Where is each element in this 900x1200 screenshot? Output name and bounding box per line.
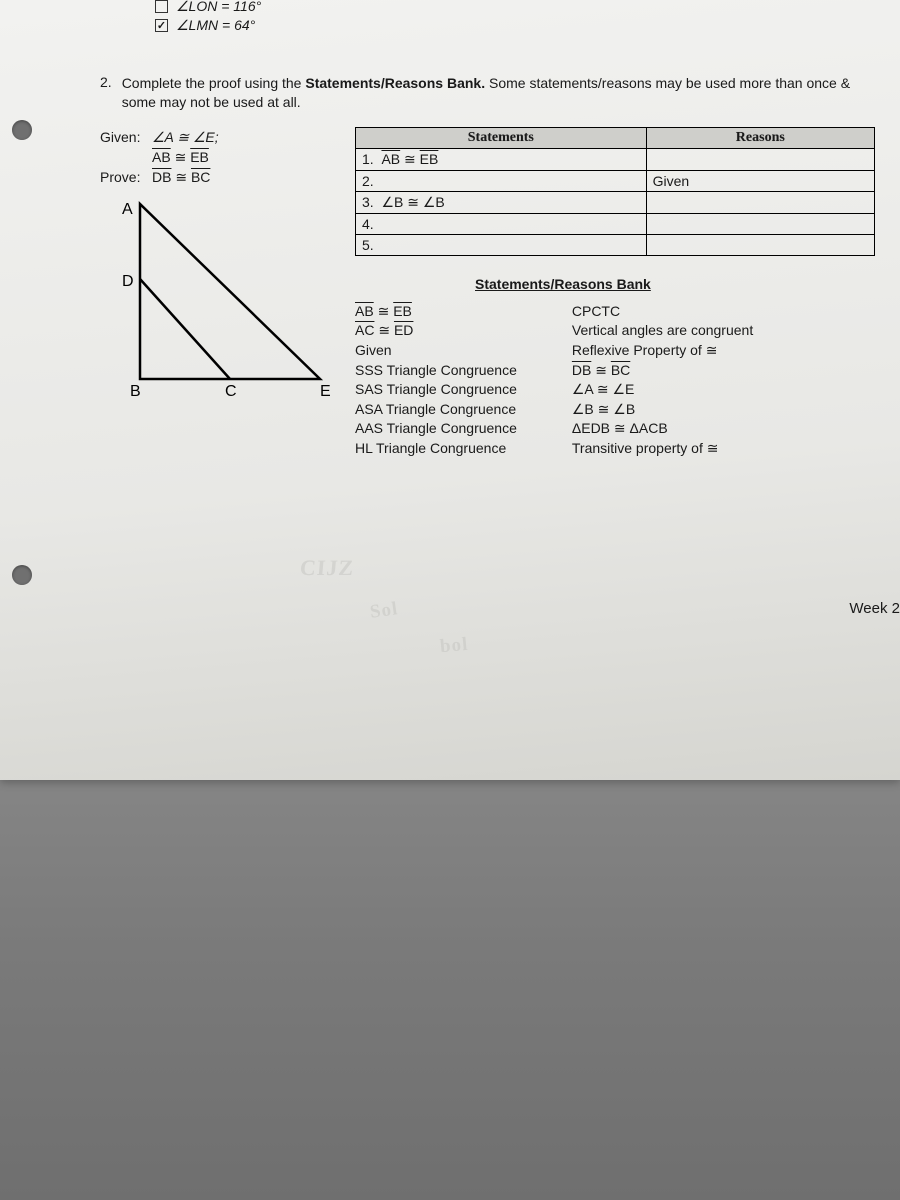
bank-column-2: CPCTCVertical angles are congruentReflex… bbox=[572, 302, 753, 459]
warmup-text: ∠LMN = 64° bbox=[176, 17, 255, 34]
warmup-text: ∠LON = 116° bbox=[176, 0, 261, 15]
problem-text: Complete the proof using the Statements/… bbox=[122, 74, 875, 112]
header-statements: Statements bbox=[356, 127, 647, 148]
vertex-e: E bbox=[320, 383, 331, 400]
bank-item: SSS Triangle Congruence bbox=[355, 361, 517, 381]
bank-item: ∠B ≅ ∠B bbox=[572, 400, 753, 420]
prove-label: Prove: bbox=[100, 167, 152, 187]
statements-reasons-bank: AB ≅ EBAC ≅ EDGivenSSS Triangle Congruen… bbox=[355, 302, 875, 459]
bank-item: Given bbox=[355, 341, 517, 361]
table-row: 5. bbox=[356, 234, 875, 255]
warmup-item-1: ∠LON = 116° bbox=[155, 0, 875, 15]
bank-item: AAS Triangle Congruence bbox=[355, 419, 517, 439]
hole-punch-icon bbox=[12, 565, 32, 585]
checkbox-checked-icon bbox=[155, 19, 168, 32]
given-line-1: ∠A ≅ ∠E; bbox=[152, 127, 219, 147]
bank-item: Transitive property of ≅ bbox=[572, 439, 753, 459]
prove-line: DB ≅ BC bbox=[152, 167, 210, 187]
bleed-through-text: bol bbox=[439, 634, 469, 658]
bank-item: Reflexive Property of ≅ bbox=[572, 341, 753, 361]
given-line-2: AB ≅ EB bbox=[152, 147, 335, 167]
desk-surface bbox=[0, 780, 900, 1200]
warmup-list: ∠LON = 116° ∠LMN = 64° bbox=[155, 0, 875, 34]
bank-item: ΔEDB ≅ ΔACB bbox=[572, 419, 753, 439]
vertex-c: C bbox=[225, 383, 237, 400]
worksheet-paper: ∠LON = 116° ∠LMN = 64° 2. Complete the p… bbox=[0, 0, 900, 780]
warmup-item-2: ∠LMN = 64° bbox=[155, 17, 875, 34]
table-row: 1. AB ≅ EB bbox=[356, 148, 875, 170]
problem-number: 2. bbox=[100, 74, 112, 112]
vertex-a: A bbox=[122, 201, 133, 218]
hole-punch-icon bbox=[12, 120, 32, 140]
triangle-diagram: A D B C E bbox=[100, 194, 335, 404]
bank-item: DB ≅ BC bbox=[572, 361, 753, 381]
bank-item: ASA Triangle Congruence bbox=[355, 400, 517, 420]
bank-item: ∠A ≅ ∠E bbox=[572, 380, 753, 400]
given-label: Given: bbox=[100, 127, 152, 147]
problem-statement: 2. Complete the proof using the Statemen… bbox=[100, 74, 875, 112]
bank-item: AC ≅ ED bbox=[355, 321, 517, 341]
vertex-d: D bbox=[122, 273, 134, 290]
bleed-through-text: CIJZ bbox=[299, 555, 355, 581]
bank-item: Vertical angles are congruent bbox=[572, 321, 753, 341]
vertex-b: B bbox=[130, 383, 141, 400]
bleed-through-text: Sol bbox=[369, 598, 400, 624]
bank-item: CPCTC bbox=[572, 302, 753, 322]
table-row: 4. bbox=[356, 213, 875, 234]
bank-heading: Statements/Reasons Bank bbox=[475, 276, 875, 292]
bank-item: AB ≅ EB bbox=[355, 302, 517, 322]
given-prove-block: Given: ∠A ≅ ∠E; AB ≅ EB Prove: DB ≅ BC bbox=[100, 127, 335, 188]
header-reasons: Reasons bbox=[646, 127, 874, 148]
proof-table: Statements Reasons 1. AB ≅ EB 2. Given 3… bbox=[355, 127, 875, 256]
table-row: 2. Given bbox=[356, 170, 875, 191]
bank-item: HL Triangle Congruence bbox=[355, 439, 517, 459]
bank-column-1: AB ≅ EBAC ≅ EDGivenSSS Triangle Congruen… bbox=[355, 302, 517, 459]
bank-item: SAS Triangle Congruence bbox=[355, 380, 517, 400]
week-label: Week 2 bbox=[849, 600, 900, 617]
checkbox-icon bbox=[155, 0, 168, 13]
table-row: 3. ∠B ≅ ∠B bbox=[356, 191, 875, 213]
